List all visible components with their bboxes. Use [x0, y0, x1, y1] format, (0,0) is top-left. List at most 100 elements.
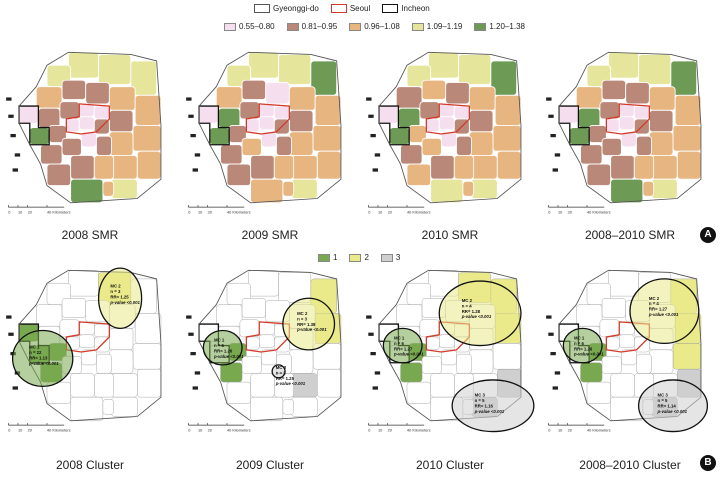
legend-swatch: [254, 4, 270, 13]
district-region: [220, 144, 243, 165]
district-region: [46, 163, 72, 187]
district-region: [248, 51, 280, 79]
cluster-annotation: p-value <0.001: [648, 312, 679, 317]
district-region: [601, 298, 626, 318]
cluster-annotation: RR= 1.13: [29, 355, 48, 360]
district-region: [248, 270, 279, 297]
legend-label: 0.55–0.80: [239, 22, 275, 31]
cluster-caption: 2008–2010 Cluster: [579, 458, 681, 472]
district-region: [241, 356, 262, 374]
scale-bar-tick: 10: [18, 428, 22, 433]
smr-map-panel: 0 10 20 40 Kilometers 2008 SMR: [0, 44, 180, 254]
legend-swatch: [349, 22, 362, 31]
cluster-annotation: p-value <0.001: [573, 352, 604, 357]
cluster-annotation: n = 5: [475, 398, 486, 403]
scale-bar-tick: 20: [208, 210, 212, 215]
district-region: [636, 135, 652, 156]
cluster-ellipse: [382, 327, 423, 364]
island: [550, 134, 556, 138]
district-region: [273, 105, 290, 120]
district-region: [98, 54, 132, 85]
district-region: [291, 396, 318, 417]
district-region: [102, 399, 114, 415]
district-region: [400, 144, 423, 165]
island: [370, 352, 376, 356]
district-region: [397, 107, 421, 128]
district-region: [456, 135, 472, 156]
district-region: [239, 319, 260, 338]
island: [190, 134, 196, 138]
district-region: [111, 373, 138, 398]
seoul-boundary: [605, 103, 650, 135]
district-region: [79, 321, 95, 336]
district-region: [580, 144, 603, 165]
cluster-annotation: MC 2: [462, 298, 473, 303]
district-region: [601, 79, 627, 101]
scale-bar-tick: 20: [388, 210, 392, 215]
district-region: [288, 131, 314, 156]
district-region: [453, 155, 475, 180]
legend-item: 0.81–0.95: [286, 22, 337, 31]
island: [550, 352, 556, 356]
scale-bar-tick: 10: [198, 428, 202, 433]
district-region: [648, 86, 676, 111]
island: [372, 386, 378, 390]
incheon-boundary: [378, 105, 410, 146]
smr-map-panel: 0 10 20 40 Kilometers 2010 SMR: [360, 44, 540, 254]
island: [12, 168, 18, 172]
scale-bar-tick: 0: [188, 210, 190, 215]
cluster-annotation: MC 1: [394, 336, 405, 341]
district-region: [625, 81, 650, 105]
smr-map: 0 10 20 40 Kilometers: [6, 51, 162, 215]
district-region: [430, 155, 455, 180]
legend-item: Incheon: [382, 4, 430, 13]
district-region: [78, 116, 95, 131]
district-region: [276, 135, 292, 156]
district-region: [40, 144, 63, 165]
district-region: [421, 356, 442, 374]
scale-bar-tick: 0: [8, 428, 10, 433]
district-region: [61, 298, 86, 318]
island: [372, 168, 378, 172]
cluster-legend: 1 2 3: [318, 253, 412, 262]
smr-map: 0 10 20 40 Kilometers: [366, 51, 522, 215]
legend-swatch: [474, 22, 487, 31]
cluster-annotation: RR= 1.25: [110, 294, 129, 299]
cluster-annotation: n = 6: [214, 343, 225, 348]
district-region: [608, 51, 640, 79]
cluster-annotation: n = 22: [29, 350, 42, 355]
island: [366, 315, 372, 319]
district-region: [36, 304, 63, 327]
district-region: [94, 373, 114, 398]
legend-label: Gyeonggi-do: [273, 4, 319, 13]
scale-bar-tick: 40 Kilometers: [587, 428, 611, 433]
gyeonggi-boundary: [378, 51, 522, 204]
district-region: [605, 118, 620, 133]
district-region: [259, 334, 275, 348]
cluster-annotation: n = 2: [276, 370, 287, 375]
district-region: [428, 51, 460, 79]
scale-bar: 0 10 20 40 Kilometers: [547, 422, 611, 433]
scale-bar: 0 10 20 40 Kilometers: [187, 204, 251, 215]
district-region: [68, 270, 99, 297]
district-region: [132, 343, 162, 370]
cluster-ellipse: [202, 329, 243, 366]
district-region: [586, 163, 612, 187]
incheon-boundary: [198, 105, 230, 146]
district-region: [494, 94, 522, 126]
scale-bar-tick: 10: [558, 210, 562, 215]
legend-swatch: [349, 253, 362, 262]
district-region: [217, 107, 241, 128]
district-region: [288, 86, 316, 111]
cluster-annotation: MC 3: [276, 365, 287, 370]
district-region: [389, 127, 410, 146]
district-region: [492, 124, 522, 152]
district-region: [312, 124, 342, 152]
scale-bar-tick: 0: [548, 428, 550, 433]
cluster-annotation: p-value <0.001: [461, 314, 492, 319]
district-region: [316, 150, 342, 180]
island: [554, 371, 561, 375]
scale-bar-tick: 40 Kilometers: [47, 428, 71, 433]
